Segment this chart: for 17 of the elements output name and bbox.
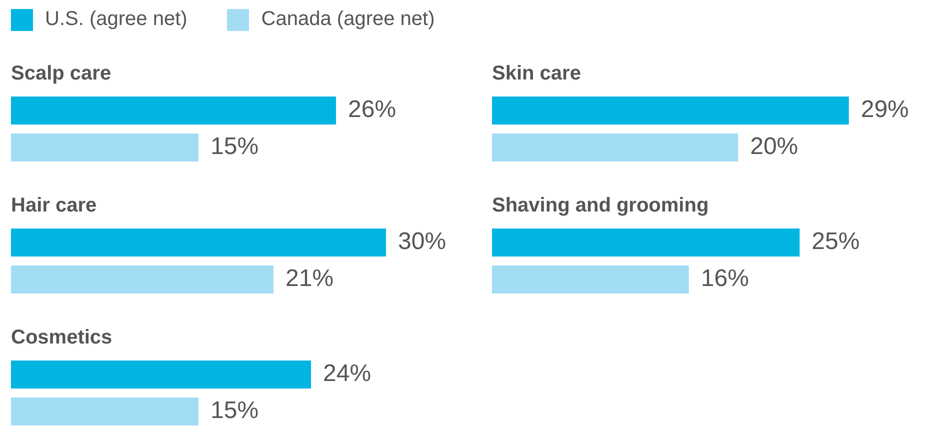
legend-label: Canada (agree net) <box>261 8 435 31</box>
data-label: 15% <box>210 133 259 160</box>
chart-title: Hair care <box>11 194 97 217</box>
data-label: 21% <box>286 265 334 292</box>
data-label: 30% <box>398 228 446 256</box>
chart-title: Cosmetics <box>11 326 112 349</box>
chart-title: Scalp care <box>11 62 112 85</box>
data-label: 15% <box>210 397 259 424</box>
chart-title: Skin care <box>492 62 581 85</box>
legend-label: U.S. (agree net) <box>45 8 188 31</box>
data-label: 16% <box>700 265 749 292</box>
chart-title: Shaving and grooming <box>492 194 709 217</box>
data-label: 29% <box>860 96 909 124</box>
data-label: 26% <box>348 96 396 124</box>
data-label: 25% <box>812 228 860 256</box>
data-label: 20% <box>750 133 798 160</box>
data-label: 24% <box>323 360 372 388</box>
